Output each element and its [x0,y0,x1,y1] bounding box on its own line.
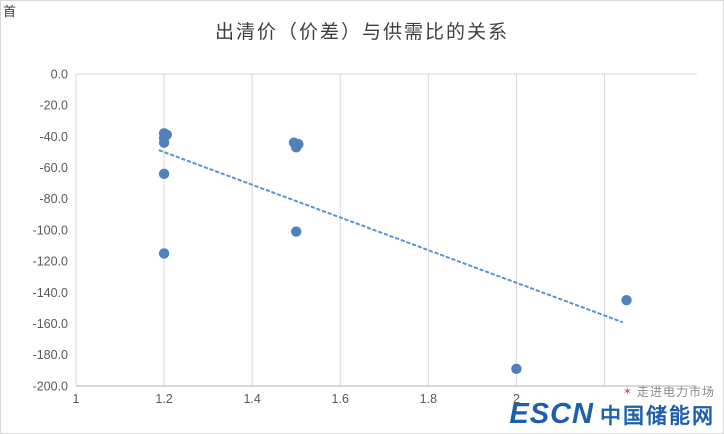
x-tick-label: 2 [513,392,520,406]
y-tick-label: -60.0 [40,161,69,175]
x-tick-label: 1.4 [243,392,260,406]
watermark-logo-icon: ✶ [622,386,633,398]
data-point [511,363,522,375]
watermark-tagline: ✶ 走进电力市场 [509,383,715,400]
x-tick-label: 1 [73,392,80,406]
data-point [158,248,170,259]
y-tick-label: -200.0 [33,379,68,393]
data-point [291,142,302,153]
corner-text: 首 [3,4,17,19]
y-tick-label: -140.0 [33,286,68,300]
y-tick-label: 0.0 [51,67,68,81]
y-tick-label: -20.0 [40,99,69,113]
y-tick-label: -160.0 [33,317,68,331]
data-point [291,226,302,237]
watermark: ✶ 走进电力市场 ESCN 中国储能网 [509,383,715,429]
data-point [161,129,172,141]
y-tick-label: -180.0 [33,348,68,362]
data-point [621,295,632,306]
x-tick-label: 1.2 [155,392,172,406]
chart-title: 出清价（价差）与供需比的关系 [214,22,509,43]
trendline [158,149,624,324]
y-tick-label: -40.0 [40,130,69,144]
data-point [158,168,170,180]
watermark-brand-cn: 中国储能网 [600,405,715,428]
watermark-brand: ESCN [509,398,594,430]
watermark-brand-row: ESCN 中国储能网 [509,400,715,429]
y-tick-label: -120.0 [33,255,68,269]
watermark-tagline-text: 走进电力市场 [636,385,715,399]
y-tick-label: -100.0 [33,223,68,237]
x-tick-label: 1.8 [420,392,437,406]
data-point [158,137,170,148]
y-tick-label: -80.0 [40,192,69,206]
x-tick-label: 1.6 [332,392,349,406]
